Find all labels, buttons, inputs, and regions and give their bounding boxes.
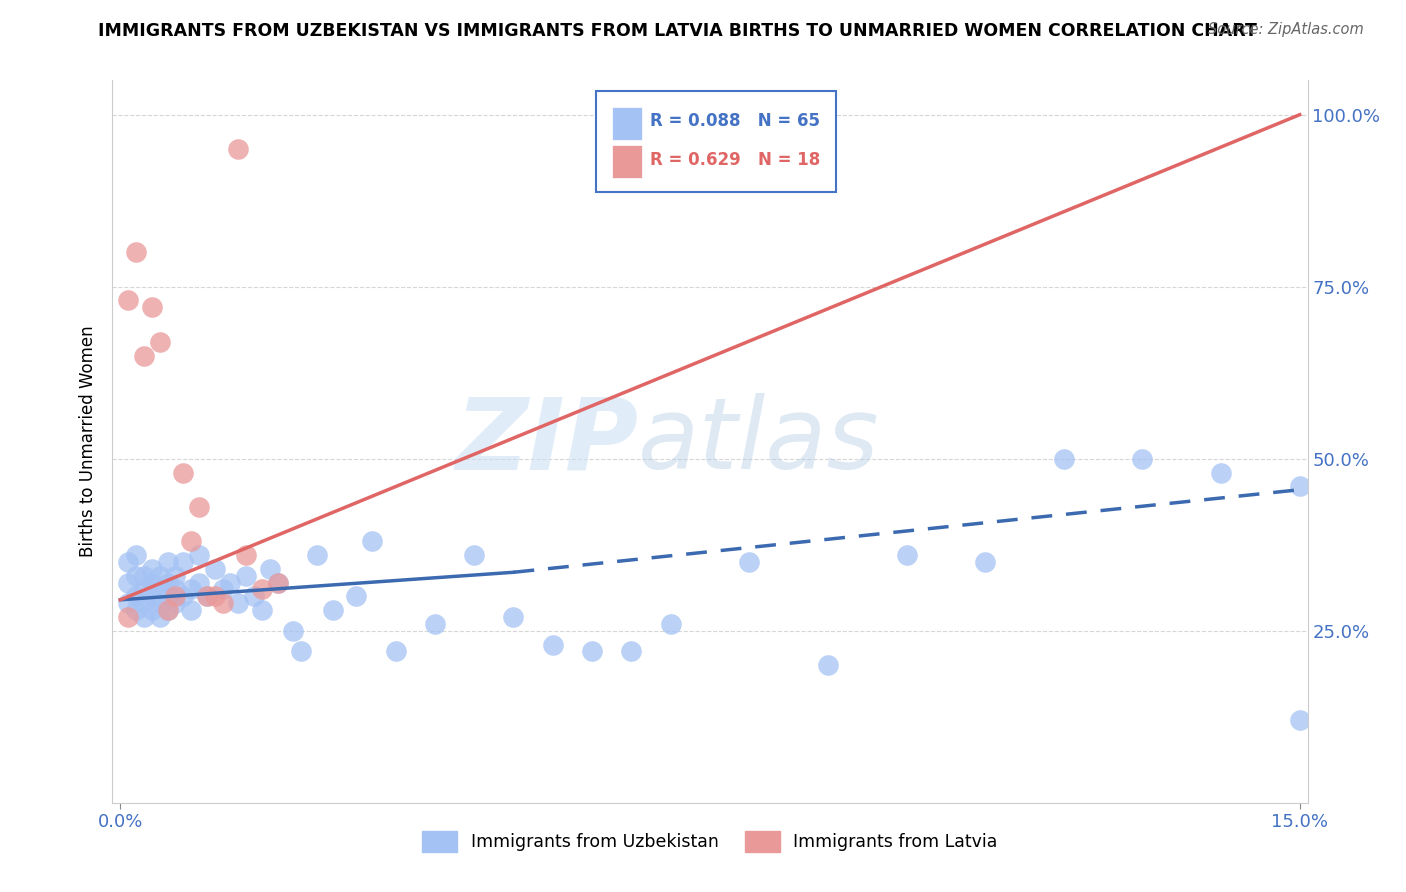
Point: [141, 575, 163, 590]
Text: R = 0.088   N = 65: R = 0.088 N = 65: [650, 112, 820, 130]
Y-axis label: Births to Unmarried Women: Births to Unmarried Women: [79, 326, 97, 558]
Point: [125, 568, 148, 582]
Point: [156, 575, 179, 590]
Point: [132, 582, 155, 597]
Point: [117, 575, 139, 590]
Point: [125, 245, 148, 260]
Point: [322, 603, 344, 617]
Point: [243, 590, 266, 604]
Point: [235, 548, 257, 562]
Point: [132, 610, 155, 624]
Point: [226, 596, 249, 610]
Point: [188, 575, 211, 590]
Point: [204, 590, 226, 604]
Point: [125, 548, 148, 562]
Point: [180, 534, 202, 549]
Point: [149, 582, 172, 597]
Point: [156, 603, 179, 617]
Text: IMMIGRANTS FROM UZBEKISTAN VS IMMIGRANTS FROM LATVIA BIRTHS TO UNMARRIED WOMEN C: IMMIGRANTS FROM UZBEKISTAN VS IMMIGRANTS…: [98, 22, 1257, 40]
Point: [156, 590, 179, 604]
Point: [149, 610, 172, 624]
Point: [165, 568, 187, 582]
Point: [180, 582, 202, 597]
Legend: Immigrants from Uzbekistan, Immigrants from Latvia: Immigrants from Uzbekistan, Immigrants f…: [415, 824, 1005, 859]
Point: [211, 582, 233, 597]
Point: [141, 590, 163, 604]
Point: [384, 644, 406, 658]
Point: [896, 548, 918, 562]
Point: [188, 500, 211, 514]
Point: [235, 568, 257, 582]
Point: [172, 466, 194, 480]
Point: [1288, 713, 1310, 727]
Point: [172, 590, 194, 604]
Point: [165, 590, 187, 604]
Point: [541, 638, 564, 652]
Point: [125, 590, 148, 604]
Point: [283, 624, 305, 638]
Point: [1053, 451, 1076, 466]
Point: [156, 555, 179, 569]
Point: [1209, 466, 1232, 480]
Point: [132, 349, 155, 363]
Point: [125, 603, 148, 617]
Point: [117, 555, 139, 569]
Point: [974, 555, 997, 569]
Point: [361, 534, 384, 549]
Point: [659, 616, 682, 631]
Point: [165, 582, 187, 597]
Point: [149, 568, 172, 582]
Point: [117, 596, 139, 610]
Point: [141, 562, 163, 576]
Point: [172, 555, 194, 569]
Point: [423, 616, 446, 631]
Point: [581, 644, 603, 658]
Point: [132, 596, 155, 610]
Point: [195, 590, 218, 604]
Bar: [612, 145, 643, 178]
Point: [219, 575, 242, 590]
Point: [344, 590, 367, 604]
Point: [1132, 451, 1154, 466]
Point: [165, 596, 187, 610]
Text: R = 0.629   N = 18: R = 0.629 N = 18: [650, 151, 821, 169]
FancyBboxPatch shape: [596, 91, 835, 193]
Point: [117, 293, 139, 308]
Point: [738, 555, 761, 569]
Point: [266, 575, 288, 590]
Point: [204, 562, 226, 576]
Point: [463, 548, 485, 562]
Point: [817, 658, 839, 673]
Point: [305, 548, 328, 562]
Point: [156, 603, 179, 617]
Point: [180, 603, 202, 617]
Point: [211, 596, 233, 610]
Point: [250, 603, 273, 617]
Bar: [612, 107, 643, 139]
Point: [620, 644, 643, 658]
Point: [1288, 479, 1310, 493]
Point: [195, 590, 218, 604]
Point: [188, 548, 211, 562]
Point: [259, 562, 281, 576]
Point: [117, 610, 139, 624]
Text: atlas: atlas: [638, 393, 880, 490]
Text: ZIP: ZIP: [456, 393, 638, 490]
Point: [141, 603, 163, 617]
Point: [149, 334, 172, 349]
Point: [502, 610, 524, 624]
Point: [149, 596, 172, 610]
Point: [266, 575, 288, 590]
Point: [250, 582, 273, 597]
Point: [226, 142, 249, 156]
Point: [290, 644, 312, 658]
Point: [141, 301, 163, 315]
Point: [132, 568, 155, 582]
Text: Source: ZipAtlas.com: Source: ZipAtlas.com: [1208, 22, 1364, 37]
